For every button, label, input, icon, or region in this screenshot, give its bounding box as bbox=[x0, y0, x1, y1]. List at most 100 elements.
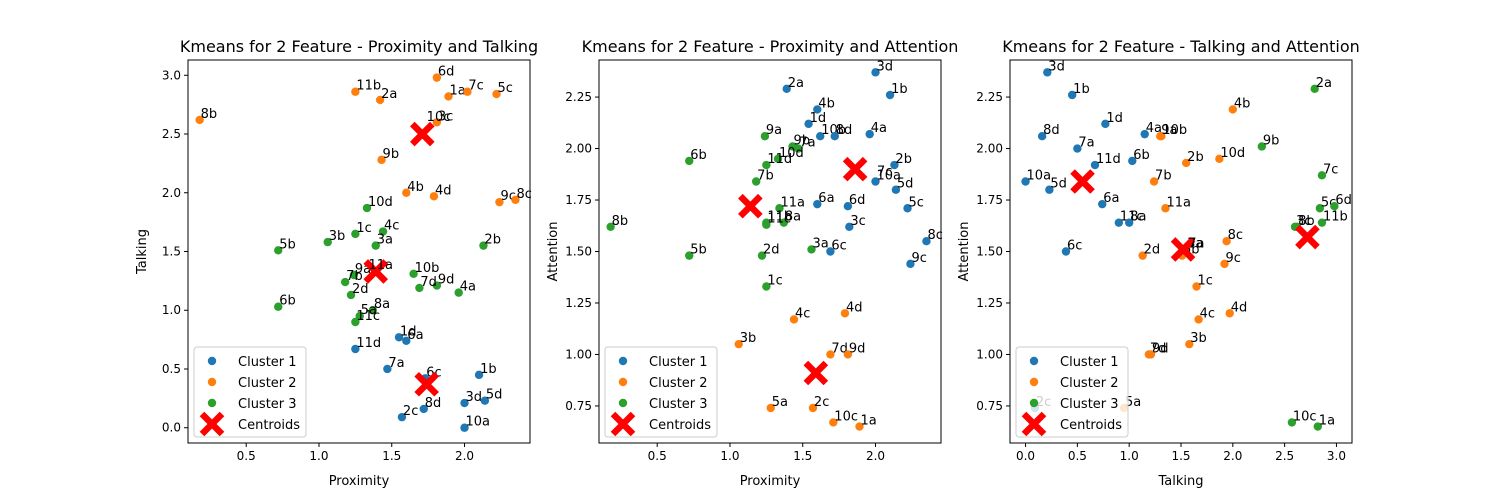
y-tick-label: 1.5 bbox=[162, 245, 181, 259]
point-label: 9b bbox=[1263, 133, 1280, 148]
point-label: 11d bbox=[1096, 152, 1121, 167]
chart-title: Kmeans for 2 Feature - Talking and Atten… bbox=[1002, 37, 1360, 56]
legend-marker bbox=[207, 356, 217, 366]
point-label: 9a bbox=[766, 123, 782, 138]
point-label: 6b bbox=[279, 294, 296, 309]
chart-title: Kmeans for 2 Feature - Proximity and Tal… bbox=[180, 37, 538, 56]
legend-label: Centroids bbox=[1060, 418, 1122, 433]
centroid-marker bbox=[410, 121, 435, 147]
point-label: 2a bbox=[1316, 76, 1332, 91]
data-point bbox=[606, 222, 615, 231]
data-point bbox=[871, 177, 880, 186]
data-point bbox=[1161, 204, 1170, 213]
data-point bbox=[1140, 129, 1149, 139]
data-point bbox=[807, 245, 816, 254]
centroid-marker bbox=[363, 259, 389, 284]
point-label: 8c bbox=[927, 228, 942, 243]
y-tick-label: 2.0 bbox=[162, 186, 181, 200]
data-point bbox=[1225, 309, 1234, 318]
point-label: 8a bbox=[785, 210, 801, 225]
data-point bbox=[766, 403, 775, 413]
data-point bbox=[1287, 418, 1297, 427]
legend: Cluster 1 Cluster 2 Cluster 3 Centroids bbox=[1015, 346, 1129, 438]
legend-marker bbox=[207, 377, 217, 387]
point-label: 3c bbox=[850, 214, 865, 229]
data-point bbox=[1067, 90, 1077, 100]
chart-3: Kmeans for 2 Feature - Talking and Atten… bbox=[957, 37, 1360, 489]
legend-label: Cluster 3 bbox=[1060, 397, 1119, 412]
point-label: 10c bbox=[1293, 409, 1317, 424]
point-label: 8a bbox=[374, 297, 390, 312]
x-tick-label: 0.5 bbox=[648, 449, 667, 463]
data-point bbox=[474, 370, 484, 380]
data-point bbox=[454, 288, 463, 297]
y-tick-label: 0.5 bbox=[162, 362, 181, 376]
point-label: 9d bbox=[1152, 341, 1169, 356]
point-label: 2b bbox=[484, 233, 501, 248]
data-point bbox=[195, 115, 204, 125]
x-tick-label: 3.0 bbox=[1327, 449, 1346, 463]
data-point bbox=[402, 188, 411, 197]
point-label: 10a bbox=[877, 168, 902, 183]
point-label: 6a bbox=[1103, 191, 1119, 206]
data-point bbox=[685, 156, 694, 166]
y-tick-label: 1.25 bbox=[565, 296, 592, 310]
data-point bbox=[829, 418, 838, 427]
point-label: 2d bbox=[763, 243, 780, 258]
point-label: 10d bbox=[779, 146, 804, 161]
centroid-marker bbox=[842, 156, 868, 182]
data-point bbox=[1257, 142, 1267, 151]
data-point bbox=[865, 129, 874, 139]
data-point bbox=[775, 204, 784, 213]
y-tick-label: 2.00 bbox=[976, 142, 1003, 156]
data-point bbox=[779, 218, 789, 227]
y-tick-label: 0.0 bbox=[162, 421, 181, 435]
point-label: 7a bbox=[1188, 236, 1204, 251]
x-tick-label: 1.0 bbox=[720, 449, 739, 463]
data-point bbox=[1185, 339, 1194, 349]
data-point bbox=[1192, 282, 1201, 291]
x-tick-label: 1.5 bbox=[793, 449, 812, 463]
x-axis-label: Proximity bbox=[740, 474, 801, 489]
data-point bbox=[1222, 237, 1231, 246]
data-point bbox=[751, 177, 761, 186]
data-point bbox=[830, 131, 839, 141]
point-label: 8c bbox=[516, 187, 531, 202]
point-label: 7b bbox=[346, 269, 363, 284]
data-point bbox=[1101, 119, 1110, 129]
point-label: 3d bbox=[877, 59, 894, 74]
point-label: 2d bbox=[1144, 243, 1161, 258]
point-label: 5a bbox=[361, 303, 377, 318]
point-label: 9d bbox=[438, 273, 455, 288]
y-tick-label: 2.25 bbox=[565, 90, 592, 104]
point-label: 3d bbox=[466, 390, 483, 405]
plot-frame bbox=[187, 59, 531, 444]
legend-label: Cluster 2 bbox=[238, 376, 297, 391]
point-label: 4c bbox=[795, 306, 810, 321]
data-point bbox=[813, 105, 822, 114]
data-point bbox=[816, 131, 825, 141]
y-tick-label: 0.75 bbox=[976, 399, 1003, 413]
data-point bbox=[1315, 204, 1325, 213]
data-point bbox=[773, 154, 783, 164]
y-tick-label: 1.75 bbox=[976, 193, 1003, 207]
data-point bbox=[351, 87, 360, 96]
data-point bbox=[1045, 185, 1054, 194]
point-label: 1a bbox=[450, 83, 466, 98]
point-label: 11a bbox=[1166, 195, 1191, 210]
legend-centroid-marker bbox=[610, 411, 636, 437]
point-label: 9d bbox=[849, 341, 866, 356]
legend-label: Cluster 3 bbox=[649, 397, 708, 412]
data-point bbox=[734, 339, 743, 349]
point-label: 6c bbox=[1067, 239, 1082, 254]
point-label: 7a bbox=[388, 356, 404, 371]
data-point bbox=[383, 364, 392, 374]
point-label: 4d bbox=[846, 300, 863, 315]
point-label: 5b bbox=[690, 243, 707, 258]
point-label: 10b bbox=[821, 123, 846, 138]
legend-label: Centroids bbox=[238, 418, 300, 433]
data-point bbox=[890, 160, 899, 170]
data-point bbox=[1149, 177, 1159, 186]
point-label: 4c bbox=[1200, 306, 1215, 321]
x-tick-label: 2.0 bbox=[455, 449, 474, 463]
